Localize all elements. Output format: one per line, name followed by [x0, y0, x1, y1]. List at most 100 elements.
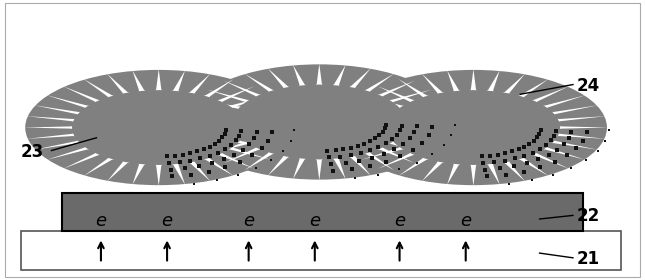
Polygon shape [307, 138, 348, 179]
Polygon shape [461, 143, 502, 185]
Polygon shape [445, 143, 486, 185]
Polygon shape [26, 115, 122, 133]
Text: e: e [309, 212, 321, 230]
Polygon shape [341, 115, 437, 133]
Polygon shape [268, 135, 322, 176]
Polygon shape [299, 140, 340, 180]
Polygon shape [334, 129, 415, 163]
Polygon shape [349, 105, 442, 129]
Polygon shape [46, 95, 135, 125]
Polygon shape [26, 122, 122, 140]
Polygon shape [187, 110, 283, 127]
Polygon shape [361, 130, 450, 160]
Polygon shape [182, 130, 271, 160]
Text: e: e [161, 212, 173, 230]
Polygon shape [356, 110, 451, 127]
Polygon shape [207, 90, 296, 119]
Polygon shape [504, 126, 598, 150]
Polygon shape [470, 74, 525, 114]
Polygon shape [244, 132, 313, 171]
Polygon shape [479, 137, 548, 176]
Polygon shape [182, 95, 271, 125]
Text: 23: 23 [21, 143, 44, 162]
Polygon shape [299, 64, 340, 104]
Polygon shape [165, 79, 233, 118]
Polygon shape [307, 65, 348, 106]
Polygon shape [268, 68, 322, 109]
Polygon shape [155, 74, 210, 114]
Circle shape [233, 85, 406, 159]
Polygon shape [504, 105, 598, 129]
Polygon shape [130, 143, 171, 185]
Polygon shape [190, 126, 283, 150]
Polygon shape [470, 141, 525, 181]
Polygon shape [378, 86, 459, 121]
Polygon shape [341, 122, 437, 140]
Polygon shape [165, 137, 233, 176]
Polygon shape [34, 105, 128, 129]
Polygon shape [361, 95, 450, 125]
Text: 21: 21 [576, 250, 599, 268]
Polygon shape [342, 125, 432, 154]
Polygon shape [46, 130, 135, 160]
Text: e: e [95, 212, 106, 230]
Polygon shape [488, 86, 569, 121]
Text: e: e [394, 212, 405, 230]
Polygon shape [138, 69, 179, 109]
Text: e: e [243, 212, 254, 230]
Circle shape [340, 70, 607, 185]
Polygon shape [138, 146, 179, 186]
Text: e: e [460, 212, 471, 230]
Polygon shape [497, 130, 586, 160]
Text: 22: 22 [576, 207, 599, 225]
Polygon shape [291, 138, 332, 179]
Polygon shape [84, 137, 153, 176]
Polygon shape [107, 141, 162, 181]
Polygon shape [461, 71, 502, 112]
Polygon shape [195, 100, 288, 123]
Polygon shape [510, 122, 606, 140]
Text: 24: 24 [576, 77, 599, 95]
Polygon shape [342, 90, 432, 119]
Polygon shape [399, 137, 468, 176]
Polygon shape [422, 141, 477, 181]
Polygon shape [63, 134, 144, 169]
Polygon shape [107, 74, 162, 114]
Polygon shape [195, 121, 288, 144]
Bar [21, 232, 621, 270]
Polygon shape [399, 79, 468, 118]
Polygon shape [334, 81, 415, 116]
Polygon shape [316, 68, 371, 109]
Polygon shape [146, 143, 187, 185]
Polygon shape [350, 100, 444, 123]
Polygon shape [190, 105, 283, 129]
Polygon shape [325, 132, 394, 171]
Polygon shape [515, 119, 608, 136]
Polygon shape [479, 79, 548, 118]
Polygon shape [316, 135, 371, 176]
Circle shape [72, 90, 246, 165]
Circle shape [186, 64, 453, 179]
Polygon shape [378, 134, 459, 169]
Polygon shape [34, 126, 128, 150]
Polygon shape [224, 129, 304, 163]
Polygon shape [174, 86, 254, 121]
Bar [63, 193, 582, 232]
Polygon shape [195, 115, 291, 133]
Polygon shape [349, 126, 442, 150]
Polygon shape [291, 65, 332, 106]
Polygon shape [488, 134, 569, 169]
Polygon shape [84, 79, 153, 118]
Polygon shape [207, 125, 296, 154]
Polygon shape [184, 113, 277, 131]
Polygon shape [201, 119, 293, 136]
Polygon shape [174, 134, 254, 169]
Circle shape [25, 70, 292, 185]
Polygon shape [350, 121, 444, 144]
Polygon shape [453, 146, 494, 186]
Polygon shape [146, 71, 187, 112]
Polygon shape [130, 71, 171, 112]
Polygon shape [224, 81, 304, 116]
Polygon shape [445, 71, 486, 112]
Polygon shape [510, 115, 606, 133]
